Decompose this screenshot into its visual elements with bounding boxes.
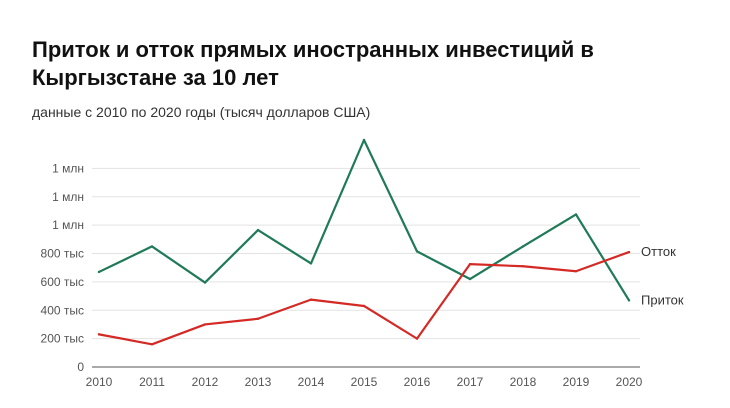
- data-point: [362, 304, 366, 308]
- data-point: [150, 245, 154, 248]
- y-tick-label: 600 тыс: [41, 275, 84, 289]
- data-point: [468, 277, 472, 281]
- data-point: [256, 228, 260, 232]
- data-point: [574, 270, 578, 273]
- series-label: Отток: [641, 244, 676, 259]
- data-point: [309, 298, 313, 301]
- data-point: [203, 281, 207, 284]
- y-tick-label: 1 млн: [52, 218, 84, 232]
- data-point: [574, 213, 578, 216]
- series-line: [97, 138, 631, 302]
- series-label: Приток: [641, 292, 684, 307]
- x-axis-ticks: 2010 2011 2012 2013 2014 2015 2016 2017 2018 2019…: [86, 375, 643, 389]
- data-point: [521, 265, 525, 268]
- data-point: [362, 138, 366, 142]
- data-point: [256, 317, 260, 320]
- data-point: [97, 333, 101, 336]
- series-labels: Приток Отток: [641, 244, 684, 307]
- y-tick-label: 1 млн: [52, 161, 84, 175]
- x-tick-label: 2014: [298, 375, 325, 389]
- y-tick-label: 200 тыс: [41, 332, 84, 346]
- data-point: [521, 245, 525, 248]
- data-point: [97, 270, 101, 274]
- chart-subtitle: данные с 2010 по 2020 годы (тысяч доллар…: [32, 104, 371, 120]
- y-tick-label: 400 тыс: [41, 303, 84, 317]
- data-point: [468, 262, 472, 266]
- x-tick-label: 2011: [139, 375, 165, 389]
- series-lines: [97, 138, 631, 346]
- x-tick-label: 2015: [351, 375, 378, 389]
- x-tick-label: 2018: [510, 375, 537, 389]
- data-point: [415, 250, 419, 253]
- data-point: [627, 299, 631, 302]
- y-tick-label: 800 тыс: [41, 247, 84, 261]
- x-tick-label: 2020: [616, 375, 643, 389]
- series-line: [97, 250, 631, 346]
- y-tick-label: 0: [77, 360, 84, 374]
- chart-title: Приток и отток прямых иностранных инвест…: [32, 37, 594, 90]
- data-point: [150, 343, 154, 346]
- x-tick-label: 2017: [457, 375, 484, 389]
- data-point: [203, 323, 207, 326]
- data-point: [415, 337, 419, 340]
- x-tick-label: 2013: [245, 375, 272, 389]
- data-point: [627, 250, 631, 254]
- x-tick-label: 2019: [563, 375, 590, 389]
- y-axis-ticks: 0 200 тыс 400 тыс 600 тыс 800 тыс 1 млн 1 млн 1…: [41, 161, 85, 374]
- x-tick-label: 2010: [86, 375, 113, 389]
- data-point: [309, 262, 313, 265]
- y-tick-label: 1 млн: [52, 190, 84, 204]
- x-tick-label: 2016: [404, 375, 431, 389]
- x-tick-label: 2012: [192, 375, 219, 389]
- gridlines: [92, 167, 640, 368]
